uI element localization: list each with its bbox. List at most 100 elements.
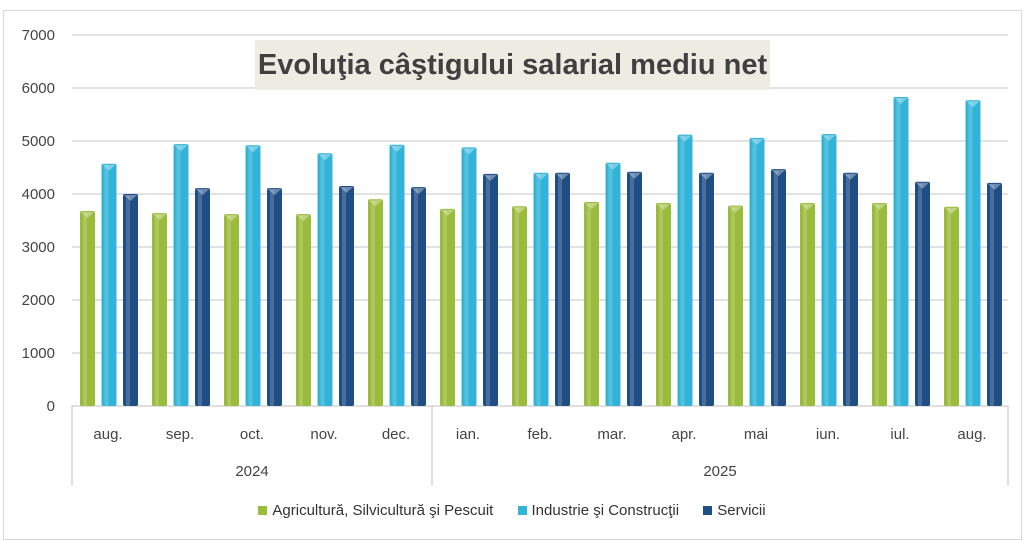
x-tick-label: feb. xyxy=(527,426,552,443)
group-label: 2024 xyxy=(235,463,268,480)
bar-highlight xyxy=(155,215,159,406)
legend-label: Agricultură, Silvicultură şi Pescuit xyxy=(272,502,494,519)
bar xyxy=(533,172,549,406)
legend-swatch xyxy=(703,506,713,515)
bar xyxy=(339,186,354,406)
bar-highlight xyxy=(918,183,922,406)
bar-highlight xyxy=(248,147,253,407)
bar-cap xyxy=(628,172,641,179)
bar-cap xyxy=(606,163,620,170)
bar-highlight xyxy=(414,189,418,406)
bar-highlight xyxy=(752,139,757,406)
bar xyxy=(317,153,333,406)
bar-highlight xyxy=(702,174,706,406)
x-tick-label: dec. xyxy=(382,426,410,443)
legend-item: Agricultură, Silvicultură şi Pescuit xyxy=(258,502,493,519)
bar-cap xyxy=(174,145,188,152)
bar xyxy=(461,147,477,407)
legend-label: Industrie şi Construcţii xyxy=(531,502,680,519)
bar-cap xyxy=(750,138,764,145)
bar xyxy=(152,213,167,406)
y-tick-label: 7000 xyxy=(22,27,55,44)
bar-cap xyxy=(390,145,404,152)
bar-highlight xyxy=(630,173,634,406)
bar-highlight xyxy=(608,164,613,406)
y-tick-label: 5000 xyxy=(22,133,55,150)
y-tick-label: 3000 xyxy=(22,239,55,256)
bar-highlight xyxy=(486,175,490,406)
bar-cap xyxy=(585,202,598,209)
x-tick-label: oct. xyxy=(240,426,264,443)
bar xyxy=(296,214,311,406)
bar-cap xyxy=(268,189,281,196)
y-tick-label: 1000 xyxy=(22,345,55,362)
bar-highlight xyxy=(371,201,375,406)
y-tick-label: 4000 xyxy=(22,186,55,203)
bar xyxy=(411,187,426,406)
bar-cap xyxy=(153,214,166,221)
bar-cap xyxy=(441,209,454,216)
bar xyxy=(872,203,887,406)
bar-highlight xyxy=(824,136,829,407)
legend-item: Servicii xyxy=(703,502,766,519)
bar-cap xyxy=(801,204,814,211)
bar xyxy=(656,203,671,406)
bar-highlight xyxy=(464,149,469,407)
bar-cap xyxy=(700,173,713,180)
bar-highlight xyxy=(320,155,325,406)
bar-highlight xyxy=(990,184,994,406)
bar-cap xyxy=(102,164,116,171)
bar-cap xyxy=(484,174,497,181)
bar-cap xyxy=(916,182,929,189)
bar-cap xyxy=(462,148,476,155)
bar-highlight xyxy=(227,216,231,406)
bar-cap xyxy=(945,207,958,214)
legend-swatch xyxy=(517,506,527,515)
x-tick-label: sep. xyxy=(166,426,194,443)
bar xyxy=(627,171,642,406)
bar xyxy=(267,188,282,406)
bar xyxy=(440,208,455,406)
bar-highlight xyxy=(558,174,562,406)
bar xyxy=(987,182,1002,406)
bar-cap xyxy=(369,200,382,207)
bar-cap xyxy=(844,173,857,180)
y-tick-label: 0 xyxy=(47,398,55,415)
bar-highlight xyxy=(270,190,274,406)
x-tick-label: mai xyxy=(744,426,768,443)
bar-highlight xyxy=(198,190,202,406)
bar xyxy=(173,144,189,406)
bar-highlight xyxy=(731,207,735,406)
bar-cap xyxy=(966,101,980,108)
bar-cap xyxy=(678,135,692,142)
bar-cap xyxy=(124,195,137,201)
bar xyxy=(893,97,909,406)
x-tick-label: iul. xyxy=(890,426,909,443)
legend-item: Industrie şi Construcţii xyxy=(517,502,680,519)
bar-highlight xyxy=(587,203,591,406)
bar-cap xyxy=(318,154,332,161)
bar xyxy=(605,162,621,406)
bar-cap xyxy=(657,204,670,211)
x-tick-label: apr. xyxy=(671,426,696,443)
bar-cap xyxy=(297,215,310,222)
bar-highlight xyxy=(83,212,87,406)
bar-highlight xyxy=(680,136,685,406)
legend-swatch xyxy=(258,506,268,515)
bar-highlight xyxy=(299,216,303,406)
bar xyxy=(821,134,837,407)
bar-highlight xyxy=(515,208,519,406)
bar-highlight xyxy=(803,205,807,406)
bar-cap xyxy=(196,189,209,196)
bar xyxy=(843,172,858,406)
bar xyxy=(584,201,599,406)
bar-cap xyxy=(772,170,785,177)
bar xyxy=(224,214,239,406)
bar-highlight xyxy=(443,210,447,406)
bar-cap xyxy=(822,135,836,142)
bar xyxy=(965,100,981,406)
bar xyxy=(389,144,405,406)
bar-cap xyxy=(225,215,238,222)
